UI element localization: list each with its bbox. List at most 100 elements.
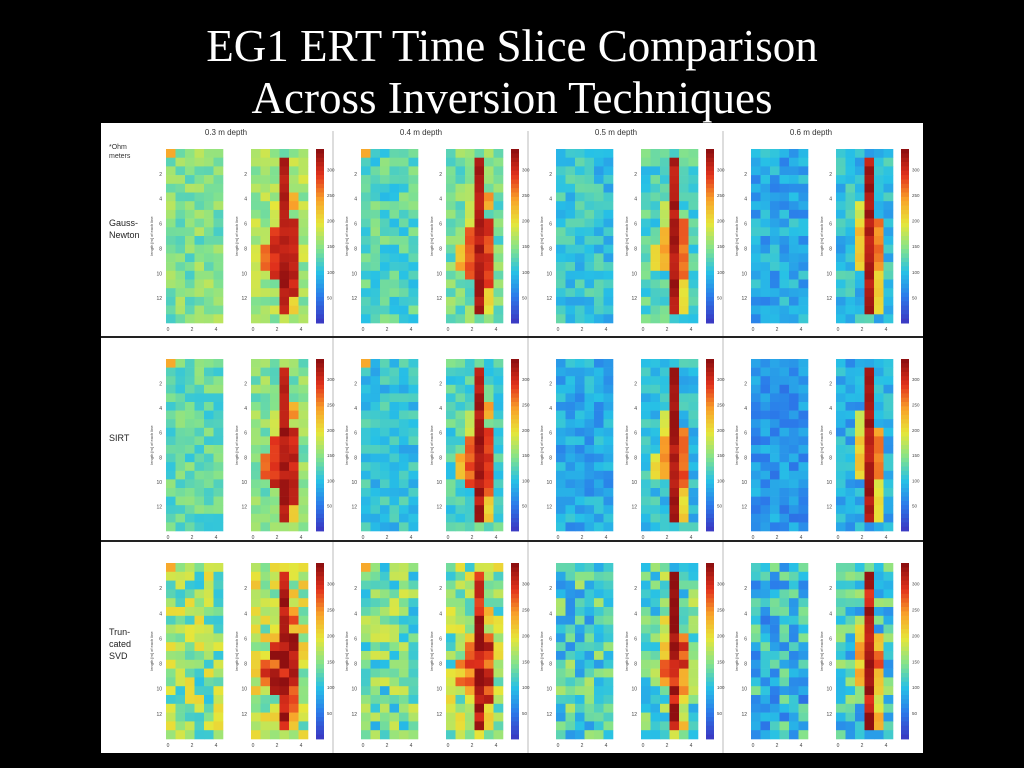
colorbar-segment	[316, 646, 324, 652]
heatmap-cell	[779, 183, 790, 193]
heatmap-cell	[361, 659, 371, 669]
heatmap-cell	[270, 419, 280, 429]
heatmap-cell	[298, 253, 309, 263]
x-tick-label: 2	[776, 743, 779, 749]
heatmap-cell	[389, 721, 400, 731]
heatmap-cell	[845, 571, 856, 581]
heatmap-cell	[185, 598, 195, 608]
heatmap-cell	[575, 305, 585, 315]
heatmap-cell	[883, 642, 894, 652]
colorbar-segment	[511, 646, 519, 652]
heatmap-cell	[641, 209, 651, 219]
x-tick-label: 4	[215, 743, 218, 749]
heatmap-cell	[380, 712, 390, 722]
heatmap-cell	[770, 384, 780, 394]
heatmap-cell	[641, 712, 651, 722]
heatmap-cell	[166, 262, 176, 272]
heatmap-cell	[194, 496, 205, 506]
heatmap-cell	[669, 668, 680, 678]
colorbar-segment	[901, 170, 909, 176]
heatmap-cell	[798, 522, 809, 532]
heatmap-cell	[465, 166, 475, 176]
heatmap-cell	[855, 453, 865, 463]
heatmap-cell	[660, 505, 670, 515]
heatmap-cell	[789, 721, 799, 731]
heatmap-cell	[474, 571, 485, 581]
heatmap-panel	[556, 563, 614, 740]
heatmap-cell	[575, 376, 585, 386]
heatmap-cell	[289, 563, 299, 573]
heatmap-cell	[465, 721, 475, 731]
colorbar-segment	[316, 445, 324, 450]
heatmap-cell	[289, 218, 299, 228]
heatmap-cell	[493, 668, 504, 678]
colorbar-segment	[316, 196, 324, 202]
heatmap-cell	[845, 157, 856, 167]
heatmap-cell	[474, 436, 485, 446]
heatmap-cell	[845, 624, 856, 634]
heatmap-cell	[204, 513, 214, 523]
heatmap-cell	[575, 659, 585, 669]
colorbar-tick-label: 300	[522, 377, 530, 382]
heatmap-cell	[660, 192, 670, 202]
colorbar-segment	[511, 602, 519, 608]
colorbar	[901, 359, 909, 532]
heatmap-cell	[408, 402, 419, 411]
heatmap-cell	[594, 410, 604, 420]
heatmap-cell	[474, 505, 485, 515]
heatmap-cell	[603, 479, 614, 489]
heatmap-cell	[760, 436, 771, 446]
heatmap-cell	[361, 470, 371, 480]
heatmap-cell	[864, 642, 875, 652]
heatmap-cell	[166, 296, 176, 306]
colorbar-segment	[511, 703, 519, 709]
heatmap-cell	[408, 633, 419, 643]
heatmap-cell	[455, 244, 466, 254]
colorbar-segment	[316, 201, 324, 206]
colorbar-segment	[316, 513, 324, 519]
heatmap-cell	[279, 436, 290, 446]
heatmap-cell	[650, 695, 661, 705]
heatmap-cell	[836, 730, 846, 740]
x-tick-label: 0	[252, 535, 255, 541]
heatmap-cell	[455, 384, 466, 394]
y-tick-label: 12	[631, 712, 637, 718]
heatmap-cell	[204, 288, 214, 298]
heatmap-cell	[688, 149, 699, 158]
heatmap-cell	[465, 659, 475, 669]
heatmap-cell	[213, 668, 224, 678]
heatmap-cell	[660, 496, 670, 506]
heatmap-cell	[270, 703, 280, 713]
colorbar-segment	[706, 423, 714, 429]
heatmap-cell	[279, 563, 290, 573]
heatmap-cell	[370, 236, 381, 245]
heatmap-cell	[770, 305, 780, 315]
heatmap-cell	[465, 201, 475, 211]
x-tick-label: 4	[300, 327, 303, 333]
y-tick-label: 6	[549, 636, 552, 642]
heatmap-cell	[175, 651, 186, 661]
heatmap-cell	[446, 505, 456, 515]
heatmap-cell	[493, 513, 504, 523]
heatmap-cell	[455, 453, 466, 463]
heatmap-cell	[361, 183, 371, 193]
y-tick-label: 8	[744, 455, 747, 461]
heatmap-cell	[798, 580, 809, 590]
heatmap-cell	[204, 227, 214, 237]
heatmap-cell	[399, 598, 409, 608]
heatmap-cell	[399, 367, 409, 377]
heatmap-cell	[650, 453, 661, 463]
heatmap-cell	[213, 721, 224, 731]
heatmap-cell	[361, 149, 371, 158]
heatmap-cell	[484, 513, 494, 523]
heatmap-cell	[484, 470, 494, 480]
heatmap-cell	[679, 470, 689, 480]
x-tick-label: 2	[666, 535, 669, 541]
colorbar-segment	[901, 288, 909, 293]
colorbar-tick-label: 150	[912, 244, 920, 249]
heatmap-cell	[660, 262, 670, 272]
heatmap-cell	[751, 659, 761, 669]
colorbar-segment	[511, 406, 519, 411]
heatmap-cell	[408, 236, 419, 245]
heatmap-cell	[845, 563, 856, 573]
